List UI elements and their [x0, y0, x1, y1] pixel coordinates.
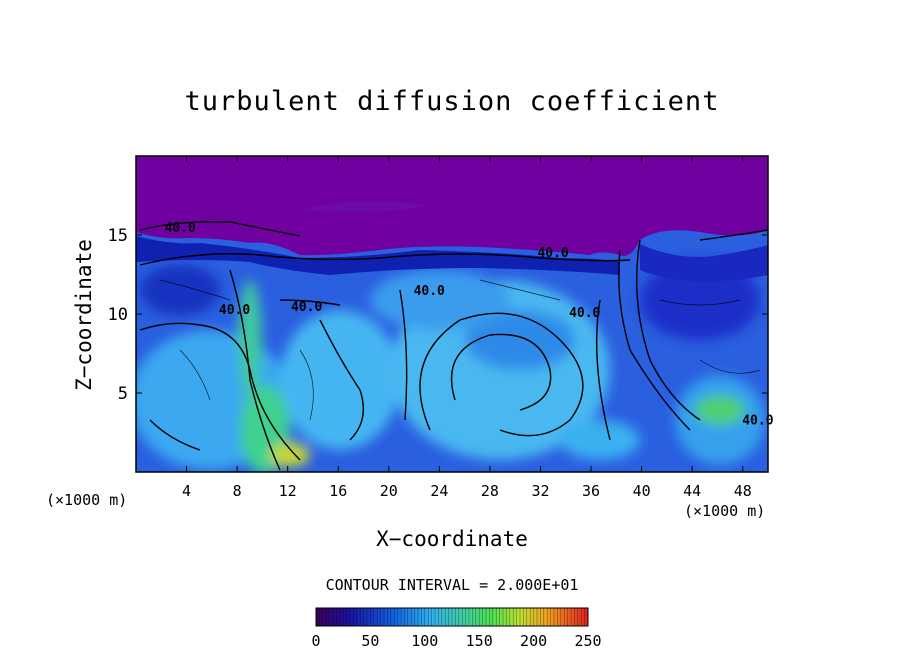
x-tick-label: 28: [481, 482, 499, 500]
x-tick-label: 12: [279, 482, 297, 500]
y-axis: 5 10 15: [108, 226, 768, 404]
chart-title: turbulent diffusion coefficient: [184, 86, 720, 117]
contour-interval-note: CONTOUR INTERVAL = 2.000E+01: [325, 576, 579, 594]
x-axis: 4 8 12 16 20 24 28 32 36 40 44 48: [182, 156, 752, 500]
x-tick-label: 4: [182, 482, 191, 500]
colorbar-tick-label: 0: [311, 632, 320, 650]
colorbar-ticks: 0 50 100 150 200 250: [311, 632, 601, 650]
colorbar-tick-label: 150: [466, 632, 493, 650]
x-tick-label: 44: [683, 482, 701, 500]
x-axis-unit: (×1000 m): [684, 502, 766, 520]
x-tick-label: 48: [734, 482, 752, 500]
contour-label: 40.0: [165, 221, 196, 236]
y-tick-label: 5: [118, 384, 128, 404]
contour-labels: 40.0 40.0 40.0 40.0 40.0 40.0 40.0: [165, 221, 774, 429]
colorbar-tick-label: 50: [361, 632, 379, 650]
y-tick-label: 10: [108, 305, 128, 325]
x-tick-label: 36: [582, 482, 600, 500]
colorbar-stripes: [319, 608, 585, 626]
contour-label: 40.0: [414, 284, 445, 299]
x-tick-label: 20: [380, 482, 398, 500]
x-tick-label: 16: [329, 482, 347, 500]
x-tick-label: 8: [233, 482, 242, 500]
y-axis-unit: (×1000 m): [46, 491, 128, 509]
contour-label: 40.0: [219, 303, 250, 318]
x-axis-label: X−coordinate: [376, 527, 528, 551]
contour-label: 40.0: [537, 246, 568, 261]
y-tick-label: 15: [108, 226, 128, 246]
x-tick-label: 32: [531, 482, 549, 500]
contour-label: 40.0: [569, 306, 600, 321]
contour-label: 40.0: [291, 300, 322, 315]
colorbar-tick-label: 250: [574, 632, 601, 650]
x-tick-label: 24: [430, 482, 448, 500]
contour-label: 40.0: [742, 414, 773, 429]
colorbar-tick-label: 200: [520, 632, 547, 650]
x-tick-label: 40: [633, 482, 651, 500]
heatmap-field: [136, 156, 768, 472]
colorbar-tick-label: 100: [411, 632, 438, 650]
